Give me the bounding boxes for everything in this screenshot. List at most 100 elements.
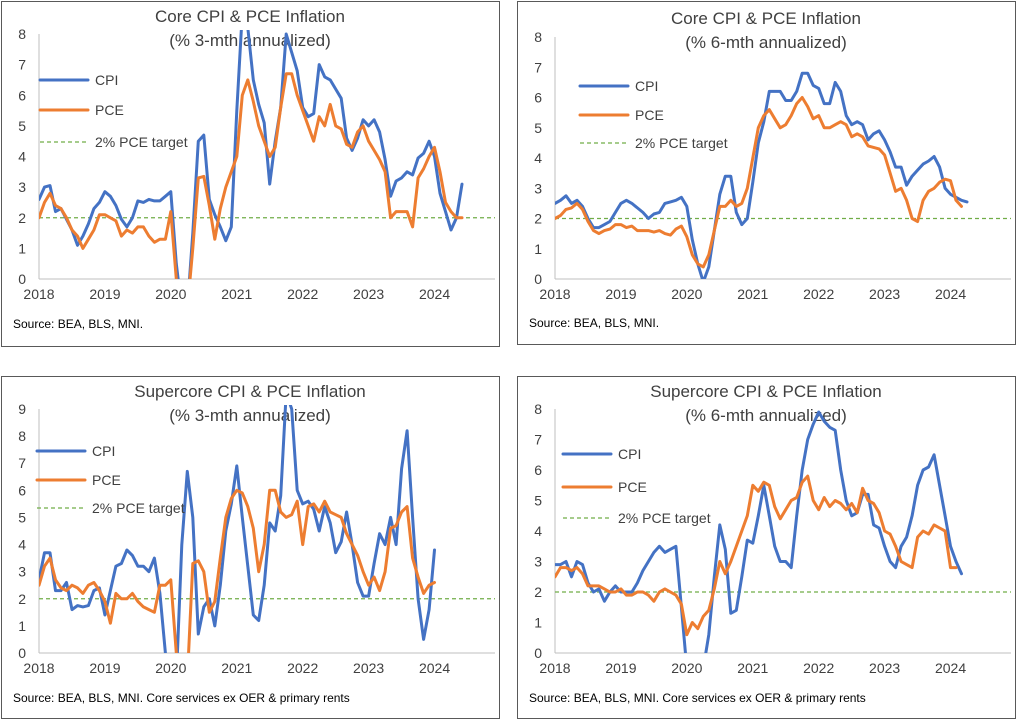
y-tick-label: 2 [18, 591, 26, 607]
chart-title: Core CPI & PCE Inflation [671, 9, 861, 28]
pce-series-line [39, 72, 464, 279]
x-tick-label: 2023 [353, 286, 384, 302]
pce-series-line [39, 488, 436, 653]
y-tick-label: 9 [18, 401, 26, 417]
source-note: Source: BEA, BLS, MNI. [529, 316, 659, 330]
x-tick-label: 2024 [935, 286, 966, 302]
cpi-series-line [555, 410, 963, 653]
y-tick-label: 8 [18, 428, 26, 444]
y-tick-label: 2 [534, 584, 542, 600]
pce-series-line [555, 474, 958, 637]
y-tick-label: 8 [534, 401, 542, 417]
x-tick-label: 2023 [869, 660, 900, 676]
chart-core-3mth: Core CPI & PCE Inflation(% 3-mth annuali… [13, 7, 495, 331]
plot-area [555, 410, 1011, 653]
legend-cpi-label: CPI [618, 446, 641, 462]
pce-series-line [555, 96, 963, 269]
chart-panel-supercore-3mth: Supercore CPI & PCE Inflation (% 3-mth an… [1, 376, 500, 719]
y-tick-label: 6 [534, 90, 542, 106]
y-tick-label: 0 [18, 645, 26, 661]
y-tick-label: 7 [18, 57, 26, 73]
legend-target-label: 2% PCE target [618, 510, 711, 526]
chart-title: Core CPI & PCE Inflation [155, 7, 345, 26]
legend-pce-label: PCE [618, 479, 647, 495]
chart-supercore-3mth: Supercore CPI & PCE Inflation (% 3-mth an… [13, 382, 495, 705]
y-tick-label: 0 [18, 271, 26, 287]
x-tick-label: 2024 [419, 286, 450, 302]
x-tick-label: 2020 [671, 286, 702, 302]
legend-cpi-label: CPI [635, 78, 658, 94]
y-tick-label: 5 [534, 493, 542, 509]
x-tick-label: 2022 [803, 660, 834, 676]
plot-area [555, 71, 1011, 279]
chart-panel-core-3mth: Core CPI & PCE Inflation (% 3-mth annuali… [1, 1, 500, 347]
y-tick-label: 1 [18, 618, 26, 634]
y-tick-label: 4 [534, 523, 542, 539]
y-tick-label: 6 [534, 462, 542, 478]
chart-panel-supercore-6mth: Supercore CPI & PCE Inflation (% 6-mth an… [517, 376, 1016, 719]
cpi-series-line [39, 30, 464, 279]
source-note: Source: BEA, BLS, MNI. Core services ex … [529, 691, 866, 705]
x-tick-label: 2021 [221, 286, 252, 302]
y-tick-label: 5 [18, 118, 26, 134]
y-tick-label: 4 [534, 150, 542, 166]
plot-area [39, 405, 495, 653]
x-tick-label: 2020 [671, 660, 702, 676]
y-tick-label: 5 [18, 509, 26, 525]
chart-title: Supercore CPI & PCE Inflation [650, 382, 882, 401]
y-tick-label: 8 [534, 29, 542, 45]
legend-target-label: 2% PCE target [635, 135, 728, 151]
y-tick-label: 1 [18, 240, 26, 256]
x-tick-label: 2022 [287, 286, 318, 302]
legend-target-label: 2% PCE target [92, 500, 185, 516]
x-tick-label: 2022 [803, 286, 834, 302]
y-tick-label: 2 [18, 210, 26, 226]
y-tick-label: 7 [18, 455, 26, 471]
chart-title: Supercore CPI & PCE Inflation [134, 382, 366, 401]
y-tick-label: 6 [18, 87, 26, 103]
y-tick-label: 4 [18, 149, 26, 165]
x-tick-label: 2021 [737, 660, 768, 676]
cpi-series-line [39, 405, 436, 653]
y-tick-label: 7 [534, 432, 542, 448]
y-tick-label: 8 [18, 26, 26, 42]
chart-supercore-6mth: Supercore CPI & PCE Inflation (% 6-mth an… [529, 382, 1011, 705]
x-tick-label: 2019 [89, 286, 120, 302]
y-tick-label: 2 [534, 211, 542, 227]
legend-pce-label: PCE [635, 107, 664, 123]
cpi-series-line [555, 71, 969, 279]
x-tick-label: 2023 [869, 286, 900, 302]
x-tick-label: 2024 [935, 660, 966, 676]
x-tick-label: 2021 [221, 660, 252, 676]
chart-core-6mth: Core CPI & PCE Inflation (% 6-mth annuali… [529, 9, 1011, 330]
y-tick-label: 5 [534, 120, 542, 136]
legend-pce-label: PCE [92, 472, 121, 488]
x-tick-label: 2019 [89, 660, 120, 676]
x-tick-label: 2024 [419, 660, 450, 676]
x-tick-label: 2018 [539, 660, 570, 676]
x-tick-label: 2022 [287, 660, 318, 676]
y-tick-label: 4 [18, 537, 26, 553]
source-note: Source: BEA, BLS, MNI. [13, 317, 143, 331]
y-tick-label: 3 [18, 179, 26, 195]
x-tick-label: 2021 [737, 286, 768, 302]
x-tick-label: 2023 [353, 660, 384, 676]
source-note: Source: BEA, BLS, MNI. Core services ex … [13, 691, 350, 705]
y-tick-label: 3 [534, 554, 542, 570]
x-tick-label: 2020 [155, 660, 186, 676]
legend-target-label: 2% PCE target [95, 134, 188, 150]
chart-subtitle: (% 3-mth annualized) [169, 406, 331, 425]
y-tick-label: 1 [534, 615, 542, 631]
x-tick-label: 2020 [155, 286, 186, 302]
y-tick-label: 3 [534, 180, 542, 196]
x-tick-label: 2019 [605, 286, 636, 302]
y-tick-label: 0 [534, 645, 542, 661]
legend-cpi-label: CPI [95, 72, 118, 88]
x-tick-label: 2018 [23, 660, 54, 676]
chart-panel-core-6mth: Core CPI & PCE Inflation (% 6-mth annuali… [517, 1, 1016, 345]
plot-area [39, 30, 495, 279]
x-tick-label: 2019 [605, 660, 636, 676]
y-tick-label: 1 [534, 241, 542, 257]
y-tick-label: 3 [18, 564, 26, 580]
y-tick-label: 7 [534, 59, 542, 75]
